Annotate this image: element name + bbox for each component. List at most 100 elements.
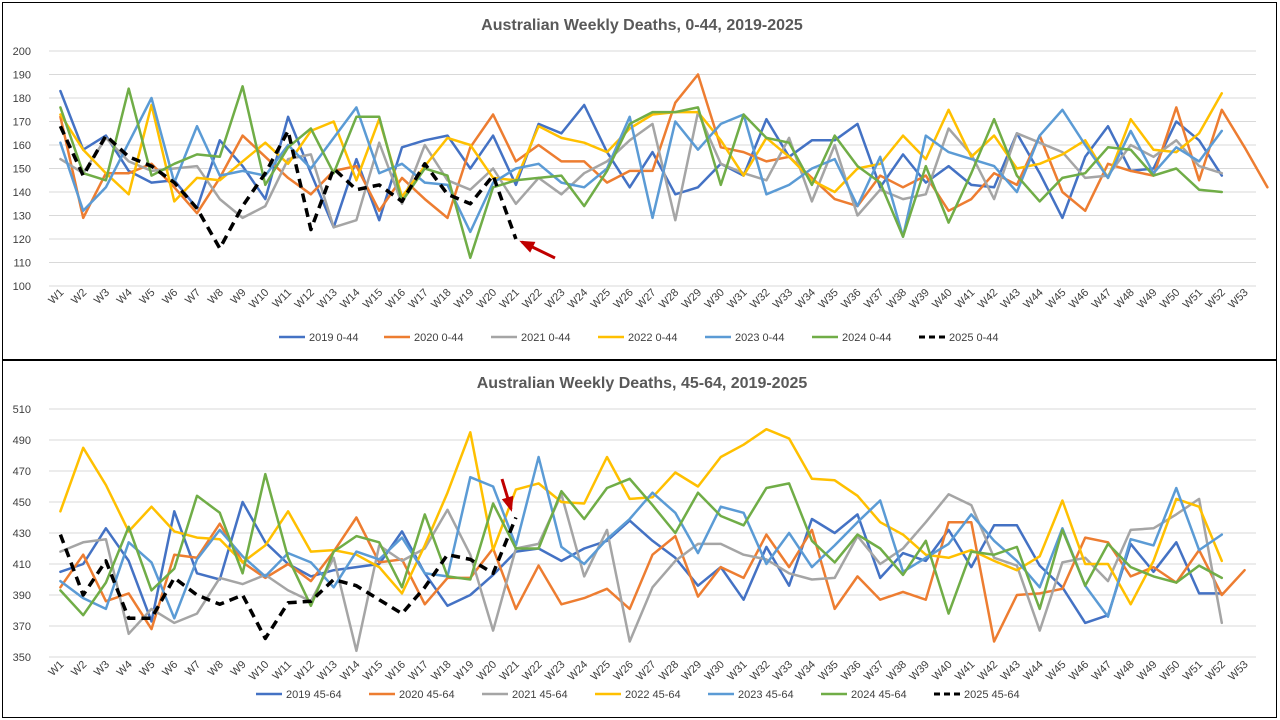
y-tick-label: 110: [13, 258, 31, 270]
x-tick-label: W36: [839, 659, 863, 683]
x-tick-label: W4: [115, 287, 135, 307]
series-line-2020-45-64: [59, 516, 1246, 643]
y-tick-label: 180: [13, 93, 31, 105]
series-line-2024-0-44: [59, 85, 1224, 260]
x-tick-label: W50: [1158, 659, 1182, 683]
y-tick-label: 350: [13, 652, 31, 664]
y-tick-label: 410: [13, 559, 31, 571]
x-tick-label: W49: [1135, 287, 1159, 311]
x-tick-label: W34: [794, 659, 818, 683]
chart-title: Australian Weekly Deaths, 0-44, 2019-202…: [481, 17, 803, 34]
legend-label: 2023 0-44: [735, 332, 785, 344]
x-tick-label: W53: [1226, 659, 1250, 683]
legend: 2019 0-44 2020 0-44 2021 0-44 2022 0-44 2023…: [279, 332, 999, 344]
legend-label: 2024 0-44: [842, 332, 892, 344]
x-tick-label: W1: [46, 659, 66, 679]
legend-label: 2025 0-44: [949, 332, 999, 344]
chart-panel-0-44: Australian Weekly Deaths, 0-44, 2019-202…: [2, 2, 1277, 360]
x-tick-label: W7: [183, 287, 203, 307]
legend-item: 2020 0-44: [384, 332, 464, 344]
y-tick-label: 470: [13, 466, 31, 478]
series-line-2021-0-44: [59, 110, 1224, 229]
x-tick-label: W8: [206, 659, 226, 679]
x-tick-label: W30: [702, 287, 726, 311]
chart-0-44: Australian Weekly Deaths, 0-44, 2019-202…: [13, 17, 1269, 344]
x-tick-label: W25: [589, 287, 613, 311]
y-tick-label: 450: [13, 497, 31, 509]
legend-item: 2020 45-64: [369, 689, 455, 701]
series-line-2022-45-64: [59, 427, 1224, 606]
x-tick-label: W18: [429, 659, 453, 683]
legend: 2019 45-64 2020 45-64 2021 45-64 2022 45-64…: [256, 689, 1020, 701]
series-line-2020-0-44: [59, 73, 1269, 220]
x-tick-label: W52: [1203, 659, 1227, 683]
x-tick-label: W27: [634, 287, 658, 311]
x-tick-label: W5: [137, 659, 157, 679]
x-tick-label: W17: [406, 659, 430, 683]
legend-item: 2022 45-64: [595, 689, 681, 701]
x-tick-label: W28: [657, 659, 681, 683]
x-tick-label: W37: [862, 659, 886, 683]
x-tick-label: W40: [930, 659, 954, 683]
x-tick-label: W25: [589, 659, 613, 683]
x-tick-label: W8: [206, 287, 226, 307]
x-tick-label: W51: [1181, 659, 1205, 683]
x-tick-label: W1: [46, 287, 66, 307]
x-tick-label: W48: [1112, 287, 1136, 311]
legend-label: 2021 0-44: [521, 332, 571, 344]
x-tick-label: W12: [293, 287, 317, 311]
x-tick-label: W26: [611, 287, 635, 311]
x-tick-label: W46: [1067, 287, 1091, 311]
legend-item: 2023 45-64: [708, 689, 794, 701]
y-axis-ticks: 100 110 120 130 140 150 160 170 180 190 200: [13, 46, 31, 293]
x-tick-label: W28: [657, 287, 681, 311]
x-tick-label: W17: [406, 287, 430, 311]
x-tick-label: W6: [160, 287, 180, 307]
x-tick-label: W53: [1226, 287, 1250, 311]
x-tick-label: W16: [384, 659, 408, 683]
y-tick-label: 370: [13, 621, 31, 633]
x-tick-label: W18: [429, 287, 453, 311]
x-tick-label: W30: [702, 659, 726, 683]
x-tick-label: W10: [247, 287, 271, 311]
x-tick-label: W44: [1021, 287, 1045, 311]
x-tick-label: W16: [384, 287, 408, 311]
x-tick-label: W14: [338, 659, 362, 683]
legend-label: 2019 0-44: [309, 332, 359, 344]
x-tick-label: W38: [885, 659, 909, 683]
x-tick-label: W13: [315, 659, 339, 683]
y-tick-label: 130: [13, 211, 31, 223]
x-tick-label: W24: [566, 287, 590, 311]
x-tick-label: W45: [1044, 287, 1068, 311]
x-tick-label: W21: [497, 287, 521, 311]
x-tick-label: W10: [247, 659, 271, 683]
x-tick-label: W39: [907, 659, 931, 683]
legend-item: 2024 0-44: [812, 332, 892, 344]
y-tick-label: 150: [13, 164, 31, 176]
legend-label: 2022 45-64: [625, 689, 681, 701]
legend-item: 2025 45-64: [934, 689, 1020, 701]
x-tick-label: W41: [953, 287, 977, 311]
legend-item: 2021 0-44: [491, 332, 571, 344]
chart-title: Australian Weekly Deaths, 45-64, 2019-20…: [477, 375, 808, 392]
y-axis-ticks: 350 370 390 410 430 450 470 490 510: [13, 404, 31, 664]
x-tick-label: W34: [794, 287, 818, 311]
x-tick-label: W2: [69, 659, 89, 679]
x-tick-label: W47: [1090, 287, 1114, 311]
x-tick-label: W42: [976, 659, 1000, 683]
x-tick-label: W6: [160, 659, 180, 679]
y-tick-label: 490: [13, 435, 31, 447]
y-tick-label: 510: [13, 404, 31, 416]
series-line-2023-45-64: [59, 455, 1224, 620]
x-tick-label: W4: [115, 659, 135, 679]
x-tick-label: W9: [229, 287, 249, 307]
legend-item: 2025 0-44: [919, 332, 999, 344]
arrow-head: [501, 495, 514, 512]
x-tick-label: W24: [566, 659, 590, 683]
x-tick-label: W45: [1044, 659, 1068, 683]
x-tick-label: W9: [229, 659, 249, 679]
x-tick-label: W50: [1158, 287, 1182, 311]
x-tick-label: W15: [361, 659, 385, 683]
x-tick-label: W22: [520, 659, 544, 683]
x-tick-label: W33: [771, 287, 795, 311]
